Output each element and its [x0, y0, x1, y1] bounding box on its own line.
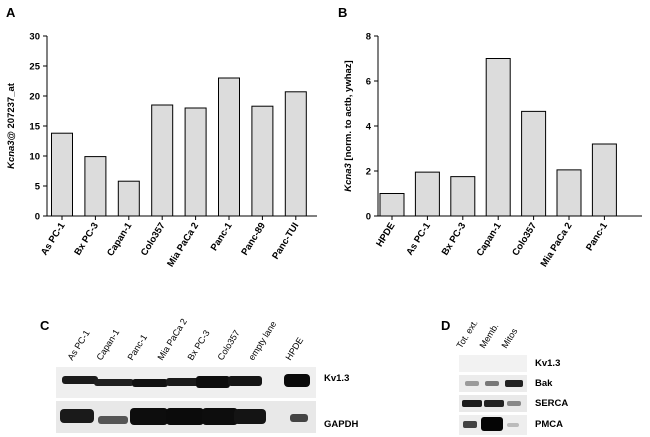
kv13-bands — [62, 374, 310, 388]
bar — [591, 143, 617, 217]
bar — [379, 193, 405, 217]
gapdh-bands — [60, 408, 308, 425]
y-tick-label: 0 — [35, 212, 40, 223]
blot-d-image — [459, 355, 527, 435]
blot-d-label-serca: SERCA — [535, 398, 569, 409]
bar — [251, 105, 274, 217]
x-tick-label: Panc-1 — [584, 220, 610, 253]
y-tick-label: 8 — [366, 32, 371, 43]
blot-c-image — [56, 367, 316, 433]
gapdh-band — [98, 416, 128, 424]
d-serca-band — [462, 400, 482, 407]
y-tick-label: 10 — [29, 152, 40, 163]
bar — [51, 132, 73, 217]
y-tick-label: 25 — [29, 62, 40, 73]
blot-d-label-bak: Bak — [535, 378, 553, 389]
gapdh-band — [166, 408, 204, 425]
d-pmca-band — [507, 423, 519, 427]
x-tick-label: Bx PC-3 — [72, 221, 101, 258]
chart-b-ylabel: Kcna3 [norm. to actb, ywhaz] — [343, 60, 354, 191]
gapdh-band — [60, 409, 94, 423]
bar — [521, 110, 547, 217]
x-tick-label: Panc-1 — [209, 220, 235, 253]
bar — [151, 104, 174, 217]
chart-a-ylabel: Kcna3@ 207237_at — [6, 82, 17, 169]
d-bak-band — [465, 381, 479, 386]
blot-c-label-kv13: Kv1.3 — [324, 373, 350, 384]
d-bak-band — [505, 380, 523, 387]
bar — [284, 91, 307, 217]
y-tick-label: 15 — [29, 122, 40, 133]
panel-letter-c: C — [40, 318, 50, 333]
x-tick-label: Capan-1 — [105, 220, 135, 258]
kv13-band — [94, 379, 134, 386]
blot-c-label-gapdh: GAPDH — [324, 419, 359, 430]
x-tick-label: Panc-89 — [239, 221, 268, 258]
y-tick-label: 30 — [29, 32, 40, 43]
d-kv13-strip — [459, 355, 527, 372]
x-tick-label: Colo357 — [510, 221, 539, 258]
bar — [414, 171, 440, 217]
y-tick-label: 20 — [29, 92, 40, 103]
bar — [117, 180, 140, 217]
x-tick-label: HPDE — [374, 221, 397, 249]
x-tick-label: Panc-TUI — [270, 221, 301, 262]
y-tick-label: 6 — [366, 77, 371, 88]
gapdh-band — [234, 409, 266, 424]
gapdh-band — [202, 408, 238, 425]
x-tick-label: Colo357 — [139, 221, 168, 258]
d-serca-band — [507, 401, 521, 406]
gapdh-band — [290, 414, 308, 422]
x-tick-label: As PC-1 — [39, 220, 68, 257]
d-bak-band — [485, 381, 499, 386]
bar — [450, 176, 476, 217]
x-tick-label: Mia PaCa 2 — [539, 221, 575, 269]
x-tick-label: Capan-1 — [475, 220, 505, 258]
bar — [218, 77, 240, 217]
panel-letter-d: D — [441, 318, 451, 333]
panel-letter-b: B — [338, 5, 348, 20]
blot-d-label-pmca: PMCA — [535, 419, 563, 430]
y-tick-label: 2 — [366, 167, 371, 178]
kv13-band — [284, 374, 310, 387]
d-pmca-band — [481, 417, 503, 431]
y-tick-label: 5 — [35, 182, 41, 193]
d-serca-band — [484, 400, 504, 407]
kv13-band — [132, 379, 168, 387]
gapdh-band — [130, 408, 168, 425]
kv13-band — [228, 376, 262, 386]
x-tick-label: Bx PC-3 — [440, 221, 469, 258]
bar — [84, 156, 107, 217]
y-tick-label: 0 — [366, 212, 371, 223]
x-tick-label: As PC-1 — [404, 220, 433, 257]
x-tick-label: Mia PaCa 2 — [165, 221, 201, 269]
kv13-band — [62, 376, 98, 384]
bar — [184, 107, 207, 217]
bar — [556, 169, 582, 217]
bar — [485, 58, 511, 217]
d-pmca-band — [463, 421, 477, 428]
kv13-band — [196, 376, 230, 388]
blot-d-label-kv13: Kv1.3 — [535, 358, 561, 369]
panel-letter-a: A — [6, 5, 16, 20]
y-tick-label: 4 — [366, 122, 372, 133]
